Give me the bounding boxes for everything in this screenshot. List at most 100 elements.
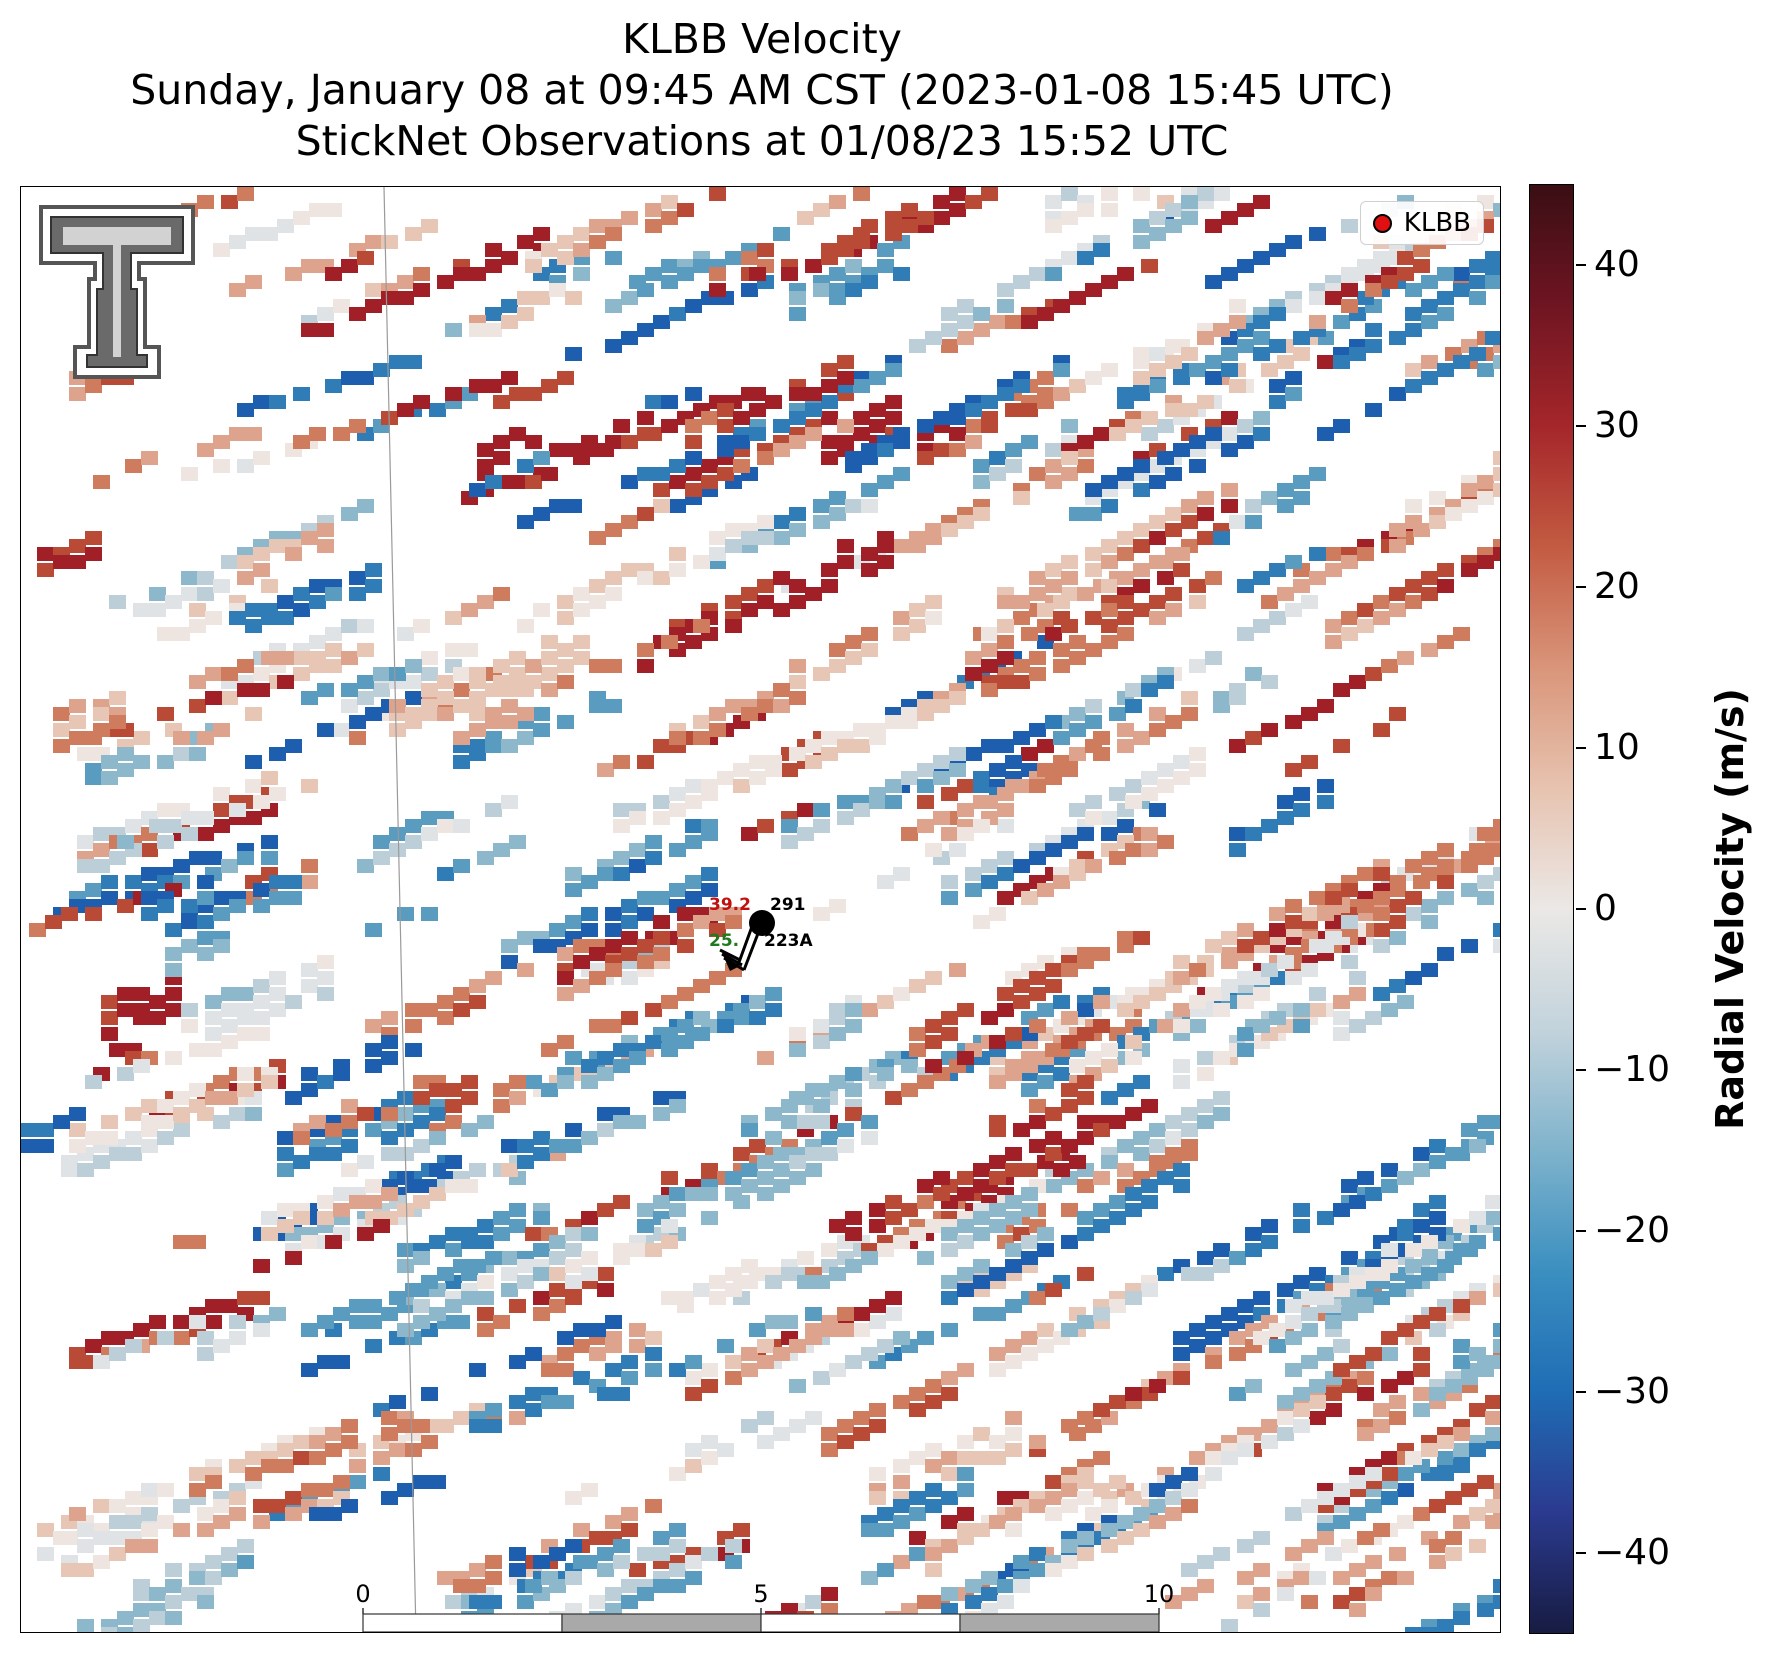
velocity-pixel: [1205, 1355, 1222, 1369]
velocity-pixel: [565, 1571, 582, 1585]
velocity-pixel: [253, 1291, 270, 1305]
velocity-pixel: [301, 1483, 318, 1497]
velocity-pixel: [709, 531, 726, 545]
velocity-pixel: [181, 939, 198, 953]
velocity-pixel: [1365, 667, 1382, 681]
velocity-pixel: [1405, 1627, 1422, 1632]
velocity-pixel: [757, 1187, 774, 1201]
velocity-pixel: [925, 1459, 942, 1473]
velocity-pixel: [237, 1067, 254, 1081]
velocity-pixel: [117, 1067, 134, 1081]
velocity-pixel: [405, 227, 422, 241]
velocity-pixel: [277, 611, 294, 625]
velocity-pixel: [997, 675, 1014, 689]
velocity-pixel: [621, 1011, 638, 1025]
velocity-pixel: [365, 1339, 382, 1353]
velocity-pixel: [813, 1099, 830, 1113]
radar-map[interactable]: 39.2 291 25. 223A 0 5 10 km KLBB: [20, 186, 1501, 1633]
velocity-pixel: [1181, 347, 1198, 361]
velocity-pixel: [837, 795, 854, 809]
velocity-pixel: [1477, 875, 1494, 889]
velocity-pixel: [1021, 747, 1038, 761]
velocity-pixel: [1253, 1603, 1270, 1617]
velocity-pixel: [773, 1347, 790, 1361]
velocity-pixel: [709, 723, 726, 737]
velocity-pixel: [1341, 883, 1358, 897]
velocity-pixel: [1437, 1435, 1454, 1449]
velocity-pixel: [941, 1371, 958, 1385]
velocity-pixel: [109, 1531, 126, 1545]
velocity-pixel: [1133, 563, 1150, 577]
velocity-pixel: [1077, 1003, 1094, 1017]
velocity-pixel: [805, 1331, 822, 1345]
velocity-pixel: [325, 659, 342, 673]
velocity-pixel: [293, 1155, 310, 1169]
velocity-pixel: [581, 1131, 598, 1145]
velocity-pixel: [397, 291, 414, 305]
velocity-pixel: [333, 1307, 350, 1321]
velocity-pixel: [1181, 691, 1198, 705]
velocity-pixel: [669, 803, 686, 817]
velocity-pixel: [205, 1091, 222, 1105]
velocity-pixel: [85, 1131, 102, 1145]
velocity-pixel: [525, 659, 542, 673]
velocity-pixel: [165, 1563, 182, 1577]
velocity-pixel: [1141, 1179, 1158, 1193]
velocity-pixel: [1101, 539, 1118, 553]
velocity-pixel: [773, 603, 790, 617]
velocity-pixel: [949, 763, 966, 777]
velocity-pixel: [1389, 387, 1406, 401]
velocity-pixel: [621, 971, 638, 985]
velocity-pixel: [669, 563, 686, 577]
velocity-pixel: [149, 1011, 166, 1025]
velocity-pixel: [381, 1147, 398, 1161]
velocity-pixel: [677, 1019, 694, 1033]
velocity-pixel: [1125, 1203, 1142, 1217]
velocity-pixel: [797, 1091, 814, 1105]
velocity-pixel: [1333, 1483, 1350, 1497]
velocity-pixel: [181, 899, 198, 913]
velocity-pixel: [1309, 1267, 1326, 1281]
velocity-pixel: [917, 211, 934, 225]
velocity-pixel: [1133, 931, 1150, 945]
velocity-pixel: [197, 1595, 214, 1609]
velocity-pixel: [237, 1539, 254, 1553]
velocity-pixel: [133, 987, 150, 1001]
velocity-pixel: [1293, 1203, 1310, 1217]
velocity-pixel: [885, 779, 902, 793]
velocity-pixel: [869, 1491, 886, 1505]
velocity-pixel: [77, 1619, 94, 1632]
velocity-pixel: [741, 283, 758, 297]
velocity-pixel: [1293, 347, 1310, 361]
velocity-pixel: [861, 1131, 878, 1145]
velocity-pixel: [837, 1123, 854, 1137]
velocity-pixel: [253, 1259, 270, 1273]
velocity-pixel: [1381, 1179, 1398, 1193]
velocity-pixel: [189, 1467, 206, 1481]
velocity-pixel: [1437, 875, 1454, 889]
velocity-pixel: [853, 803, 870, 817]
velocity-pixel: [1061, 1555, 1078, 1569]
velocity-pixel: [1029, 779, 1046, 793]
velocity-pixel: [1101, 475, 1118, 489]
velocity-pixel: [1181, 1267, 1198, 1281]
velocity-pixel: [1061, 963, 1078, 977]
velocity-pixel: [757, 699, 774, 713]
velocity-pixel: [493, 843, 510, 857]
velocity-pixel: [1213, 699, 1230, 713]
velocity-pixel: [189, 1571, 206, 1585]
velocity-pixel: [853, 1411, 870, 1425]
velocity-pixel: [309, 579, 326, 593]
velocity-pixel: [277, 1131, 294, 1145]
velocity-pixel: [1133, 371, 1150, 385]
velocity-pixel: [1045, 1283, 1062, 1297]
velocity-pixel: [1365, 1347, 1382, 1361]
velocity-pixel: [125, 1491, 142, 1505]
velocity-pixel: [1045, 1491, 1062, 1505]
velocity-pixel: [1293, 1275, 1310, 1289]
velocity-pixel: [1341, 627, 1358, 641]
velocity-pixel: [1101, 1523, 1118, 1537]
velocity-pixel: [693, 715, 710, 729]
velocity-pixel: [525, 1347, 542, 1361]
velocity-pixel: [341, 1115, 358, 1129]
